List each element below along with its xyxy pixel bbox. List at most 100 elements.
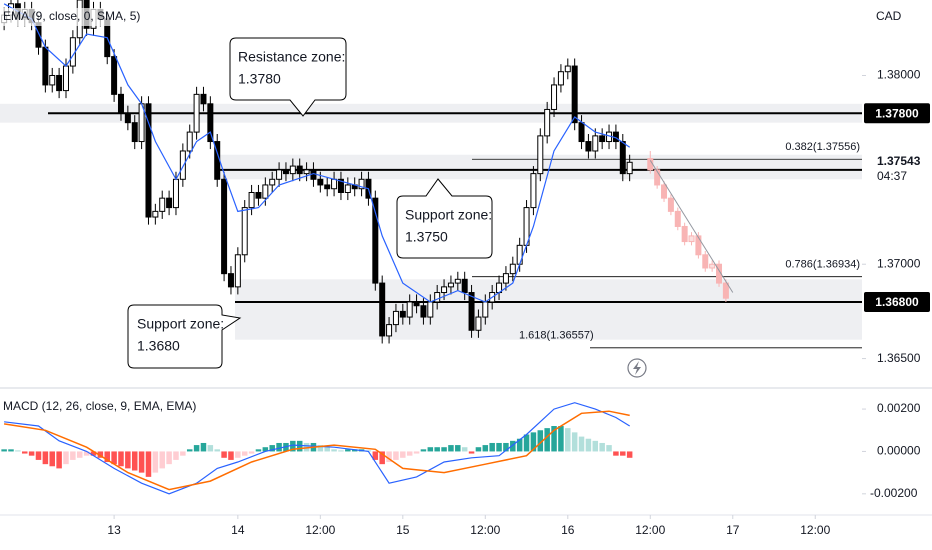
y-tick-label: 1.38000 [877, 68, 921, 82]
macd-bar [56, 451, 62, 469]
candle-body [124, 112, 131, 124]
macd-bar [427, 447, 434, 452]
candle-body [227, 273, 234, 288]
signal-line [3, 410, 630, 491]
macd-bar [530, 432, 537, 452]
callout-box [127, 304, 242, 369]
candle-body [688, 235, 695, 243]
last-price-badge [864, 151, 930, 184]
fib-label: 1.618(1.36557) [519, 330, 594, 342]
legend-bg [0, 8, 118, 26]
candle-body [303, 169, 310, 175]
macd-bar [544, 428, 550, 452]
macd-bar [207, 445, 214, 452]
callout-text: 1.3680 [137, 338, 180, 354]
macd-bar [331, 449, 337, 452]
y-tick-label: 1.36500 [877, 351, 921, 365]
level-badge [864, 291, 930, 312]
macd-bar [455, 445, 461, 452]
candle-body [111, 56, 118, 95]
macd-bar [1, 449, 7, 452]
macd-bar [269, 445, 275, 452]
fib-label: 0.786(1.36934) [785, 259, 860, 271]
macd-bar [516, 438, 523, 452]
candle-body [200, 93, 207, 105]
last-price-label: 1.37543 [877, 154, 921, 168]
candle-body [557, 71, 564, 86]
macd-bar [111, 451, 117, 465]
candle-body [619, 141, 626, 175]
candle-body [56, 74, 63, 92]
candle-body [62, 65, 69, 92]
price-pane [1, 0, 734, 344]
macd-bar [21, 451, 28, 454]
candle-body [172, 178, 179, 209]
y-tick-label: 1.37000 [877, 256, 921, 270]
macd-bar [434, 447, 440, 452]
projection-line [649, 160, 734, 293]
callout: Support zone: 1.3750 [396, 178, 493, 259]
macd-bar [138, 451, 145, 473]
macd-bar [255, 449, 262, 452]
candle-body [166, 197, 173, 209]
candle-body [537, 135, 544, 175]
macd-bar [461, 447, 468, 452]
x-tick-label: 13 [107, 523, 121, 537]
macd-bar [496, 442, 502, 452]
level-label: 1.36800 [875, 295, 919, 309]
macd-bar [248, 451, 255, 454]
callout-box [396, 178, 493, 259]
level-label: 1.37800 [875, 106, 919, 120]
macd-bar [214, 449, 220, 452]
candle-body [379, 282, 386, 337]
macd-bar [482, 445, 489, 452]
macd-bar [159, 451, 165, 469]
macd-bar [173, 451, 179, 460]
macd-bar [131, 451, 138, 471]
macd-bar [537, 430, 544, 452]
x-tick-label: 12:00 [470, 523, 500, 537]
macd-bar [118, 451, 124, 467]
macd-bar [193, 445, 200, 452]
candle-body [248, 192, 255, 209]
x-tick-label: 12:00 [635, 523, 665, 537]
candle-body [647, 158, 654, 171]
candle-body [262, 184, 269, 199]
candle-body [578, 122, 585, 143]
candle-body [145, 103, 152, 218]
macd-bar [510, 440, 516, 452]
macd-bar [400, 451, 406, 458]
macd-bar [166, 451, 172, 465]
candle-body [193, 93, 200, 133]
candle-body [221, 178, 228, 275]
replay-icon[interactable] [627, 358, 647, 378]
macd-bar [558, 426, 564, 452]
candle-body [289, 165, 296, 175]
macd-bar [200, 442, 207, 452]
candle-body [509, 263, 516, 275]
macd-tick-label: -0.00200 [870, 486, 918, 500]
macd-bar [8, 449, 14, 452]
fib-label: 0.382(1.37556) [785, 141, 860, 153]
candle-body [585, 141, 592, 152]
macd-bar [15, 450, 21, 452]
macd-label: MACD (12, 26, close, 9, EMA, EMA) [3, 399, 196, 413]
candle-body [241, 207, 248, 256]
candle-body [592, 135, 599, 152]
icon-bolt[interactable] [633, 361, 641, 375]
indicator-label: EMA (9, close, 0, SMA, 5) [3, 9, 140, 23]
candle-body [131, 122, 138, 143]
candle-body [276, 169, 283, 180]
candle-body [399, 310, 406, 318]
macd-bar [379, 451, 385, 465]
macd-bar [578, 436, 585, 452]
macd-bar [338, 450, 344, 452]
callout-text: Resistance zone: [238, 49, 345, 65]
macd-bar [35, 451, 42, 460]
macd-bar [620, 451, 626, 456]
candle-body [35, 22, 42, 48]
x-tick-label: 17 [726, 523, 740, 537]
macd-bar [585, 438, 592, 452]
levels: 0.382(1.37556) 0.786(1.36934) 1.618(1.3655… [48, 112, 862, 349]
